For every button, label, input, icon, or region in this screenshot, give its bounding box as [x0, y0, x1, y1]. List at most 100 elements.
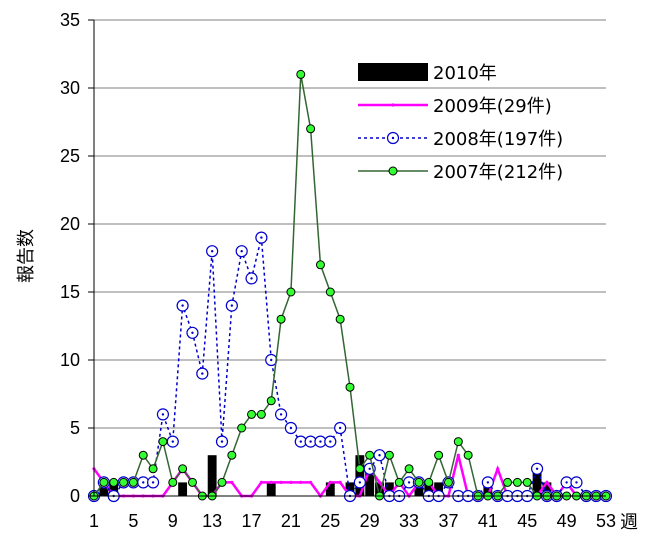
x-tick-label: 13: [202, 511, 222, 531]
y-tick-label: 30: [60, 78, 80, 98]
y-tick-label: 0: [70, 486, 80, 506]
point-2007: [296, 69, 306, 79]
point-2007: [522, 477, 532, 487]
legend-marker: [391, 103, 395, 107]
point-2009: [299, 480, 303, 484]
point-2009: [377, 480, 382, 484]
point-2008-center: [181, 304, 184, 307]
bar-2010: [109, 482, 119, 496]
y-tick-label: 25: [60, 146, 80, 166]
bar-2010: [207, 455, 217, 496]
point-2007: [404, 464, 414, 474]
point-2009: [289, 480, 293, 484]
y-tick-label: 5: [70, 418, 80, 438]
point-2007: [227, 450, 237, 460]
point-2007: [109, 477, 119, 487]
legend-item: 2010年: [358, 63, 497, 84]
point-2008-center: [210, 250, 214, 253]
point-2007: [217, 477, 227, 487]
point-2008-center: [171, 440, 174, 443]
bar-2010: [424, 482, 434, 496]
x-tick-label: 25: [320, 511, 340, 531]
x-axis-title: 週: [620, 512, 638, 533]
point-2008-center: [289, 426, 293, 430]
point-2009: [328, 480, 332, 484]
point-2008-center: [575, 481, 578, 484]
bar-2010: [266, 482, 276, 496]
legend-item: 2009年(29件): [358, 96, 552, 117]
point-2008-center: [230, 304, 234, 307]
point-2007: [276, 314, 286, 324]
legend-swatch-bar: [358, 63, 428, 81]
x-tick-label: 45: [517, 511, 537, 531]
bar-2010: [414, 482, 424, 496]
point-2007: [128, 477, 138, 487]
point-2007: [178, 464, 188, 474]
point-2007: [286, 287, 296, 297]
legend-label: 2008年(197件): [433, 129, 563, 150]
point-2007: [443, 477, 453, 487]
bar-2010: [542, 482, 552, 496]
point-2008-center: [220, 440, 224, 443]
point-2007: [256, 409, 266, 419]
x-tick-label: 21: [281, 511, 301, 531]
point-2008-center: [142, 481, 145, 484]
point-2008-center: [358, 481, 362, 484]
legend-item: 2007年(212件): [358, 162, 563, 183]
point-2009: [456, 453, 460, 457]
bar-2010: [434, 482, 444, 496]
point-2008-center: [565, 481, 568, 484]
x-tick-label: 5: [128, 511, 138, 531]
point-2007: [365, 450, 375, 460]
bar-2010: [384, 482, 394, 496]
point-2009: [496, 467, 500, 471]
bar-2010: [375, 482, 384, 496]
point-2007: [266, 396, 276, 406]
x-tick-label: 17: [242, 511, 262, 531]
bar-2010: [178, 482, 188, 496]
point-2008-center: [240, 250, 243, 253]
bar-2010: [345, 482, 355, 496]
bar-2010: [325, 482, 335, 496]
point-2007: [119, 477, 129, 487]
bar-2010: [365, 468, 375, 496]
point-2008-center: [338, 426, 342, 430]
point-2007: [503, 477, 513, 487]
point-2007: [138, 450, 148, 460]
x-tick-label: 29: [360, 511, 380, 531]
point-2007: [187, 477, 197, 487]
legend-item: 2008年(197件): [358, 129, 563, 150]
point-2009: [545, 480, 549, 484]
point-2008-center: [201, 372, 204, 375]
legend-marker: [388, 166, 398, 176]
point-2007: [434, 450, 444, 460]
x-tick-label: 41: [478, 511, 498, 531]
point-2007: [335, 314, 345, 324]
bars-2010: [99, 455, 552, 496]
bar-2010: [532, 468, 542, 496]
point-2008-center: [279, 413, 283, 416]
x-tick-label: 53: [596, 511, 616, 531]
x-tick-label: 1: [89, 511, 99, 531]
point-2007: [306, 124, 316, 134]
legend-marker-center: [391, 136, 395, 140]
point-2007: [512, 477, 522, 487]
point-2007: [463, 450, 473, 460]
point-2008-center: [270, 358, 273, 362]
point-2007: [453, 437, 463, 447]
series-line: [93, 237, 606, 498]
bar-2010: [99, 482, 109, 496]
y-tick-label: 20: [60, 214, 80, 234]
point-2008-center: [535, 467, 539, 470]
point-2008-center: [378, 454, 381, 457]
x-tick-label: 37: [438, 511, 458, 531]
y-tick-label: 10: [60, 350, 80, 370]
point-2009: [230, 480, 234, 484]
point-2008-center: [368, 467, 371, 470]
point-2009: [338, 480, 342, 484]
point-2007: [325, 287, 335, 297]
point-2008-center: [250, 277, 253, 280]
point-2008-center: [260, 236, 263, 239]
